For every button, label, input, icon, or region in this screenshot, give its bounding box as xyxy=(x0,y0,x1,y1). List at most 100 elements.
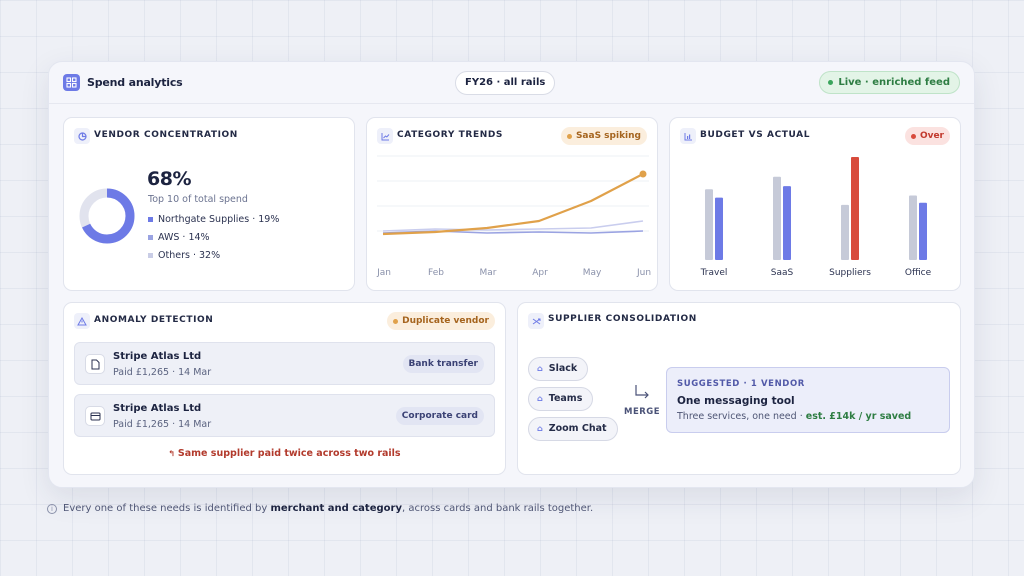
duplicate-warning-text: Same supplier paid twice across two rail… xyxy=(177,448,401,459)
legend-swatch xyxy=(148,253,153,258)
bar xyxy=(705,189,713,260)
x-tick-label: May xyxy=(582,268,602,278)
footnote-prefix: Every one of these needs is identified b… xyxy=(63,503,271,514)
duplicate-warning: ↰ Same supplier paid twice across two ra… xyxy=(64,448,505,459)
line-chart-icon xyxy=(377,128,393,144)
x-tick-label: SaaS xyxy=(770,268,794,278)
legend-swatch xyxy=(148,235,153,240)
category-trends-chart xyxy=(377,155,649,236)
live-dot-icon xyxy=(828,80,834,85)
bar xyxy=(715,197,723,260)
series-line xyxy=(382,173,644,236)
legend-item-northgate: Northgate Supplies · 19% xyxy=(148,214,279,225)
footnote-text: Every one of these needs is identified b… xyxy=(63,503,593,514)
lock-icon: ⌂ xyxy=(537,424,543,433)
service-pill-slack[interactable]: ⌂ Slack xyxy=(528,357,589,381)
bar xyxy=(851,157,859,260)
footnote: i Every one of these needs is identified… xyxy=(47,503,593,514)
suggestion-kicker: SUGGESTED · 1 VENDOR xyxy=(677,379,805,389)
transaction-detail: Paid £1,265 · 14 Mar xyxy=(113,419,212,430)
duplicate-vendor-tag: Duplicate vendor xyxy=(387,312,495,330)
duplicate-vendor-label: Duplicate vendor xyxy=(402,316,489,326)
x-tick-label: Mar xyxy=(479,268,497,278)
donut-value-arc xyxy=(79,188,135,244)
legend-swatch xyxy=(148,217,153,222)
live-status-badge: Live · enriched feed xyxy=(819,71,960,94)
transaction-detail: Paid £1,265 · 14 Mar xyxy=(113,367,212,378)
warning-icon xyxy=(74,313,90,329)
tag-dot-icon xyxy=(393,318,399,324)
over-budget-label: Over xyxy=(919,131,944,141)
transaction-vendor: Stripe Atlas Ltd xyxy=(113,351,202,362)
bar xyxy=(773,176,781,260)
over-budget-tag: Over xyxy=(904,127,950,145)
live-status-label: Live · enriched feed xyxy=(838,77,950,88)
legend-label: Others · 32% xyxy=(158,250,221,261)
transaction-vendor: Stripe Atlas Ltd xyxy=(113,403,202,414)
legend-item-aws: AWS · 14% xyxy=(148,232,210,243)
concentration-percent: 68% xyxy=(147,168,191,190)
bar xyxy=(841,204,849,260)
document-icon xyxy=(85,354,105,374)
duplicate-warning-icon: ↰ xyxy=(168,449,178,458)
tag-dot-icon xyxy=(910,133,916,139)
suggestion-card[interactable]: SUGGESTED · 1 VENDOR One messaging tool … xyxy=(666,367,950,433)
top-bar: Spend analytics FY26 · all rails Live · … xyxy=(49,62,974,104)
x-tick-label: Jun xyxy=(636,268,652,278)
bar-chart-icon xyxy=(680,128,696,144)
x-tick-label: Feb xyxy=(428,268,444,278)
transaction-row[interactable]: Stripe Atlas Ltd Paid £1,265 · 14 Mar Ba… xyxy=(74,342,495,385)
anomaly-detection-title: ANOMALY DETECTION xyxy=(94,315,214,325)
supplier-consolidation-card: SUPPLIER CONSOLIDATION ⌂ Slack ⌂ Teams ⌂… xyxy=(517,302,961,475)
anomaly-detection-card: ANOMALY DETECTION Duplicate vendor Strip… xyxy=(63,302,506,475)
x-tick-label: Travel xyxy=(700,268,728,278)
vendor-concentration-card: VENDOR CONCENTRATION 68% Top 10 of total… xyxy=(63,117,355,291)
bar xyxy=(783,186,791,260)
saas-spiking-tag: SaaS spiking xyxy=(560,127,647,145)
legend-label: AWS · 14% xyxy=(158,232,210,243)
tag-dot-icon xyxy=(566,133,572,139)
footnote-bold: merchant and category xyxy=(270,503,402,514)
saas-spiking-label: SaaS spiking xyxy=(575,131,641,141)
lock-icon: ⌂ xyxy=(537,394,543,403)
budget-vs-actual-card: BUDGET VS ACTUAL Over Travel SaaS Supplier… xyxy=(669,117,961,291)
service-label: Slack xyxy=(548,363,578,374)
analytics-icon xyxy=(63,74,80,91)
budget-vs-actual-title: BUDGET VS ACTUAL xyxy=(700,130,811,140)
app-title: Spend analytics xyxy=(87,76,183,89)
card-icon xyxy=(85,406,105,426)
legend-label: Northgate Supplies · 19% xyxy=(158,214,280,225)
merge-arrow-icon xyxy=(635,385,649,399)
info-icon: i xyxy=(47,503,57,514)
footnote-suffix: , across cards and bank rails together. xyxy=(401,503,594,514)
category-trends-card: CATEGORY TRENDS SaaS spiking Jan Feb Mar Ap… xyxy=(366,117,658,291)
suggestion-title: One messaging tool xyxy=(677,395,795,407)
category-trends-title: CATEGORY TRENDS xyxy=(397,130,503,140)
shuffle-icon xyxy=(528,313,544,329)
transaction-row[interactable]: Stripe Atlas Ltd Paid £1,265 · 14 Mar Co… xyxy=(74,394,495,437)
concentration-subtitle: Top 10 of total spend xyxy=(148,194,248,205)
supplier-consolidation-title: SUPPLIER CONSOLIDATION xyxy=(548,314,697,324)
service-label: Zoom Chat xyxy=(548,423,607,434)
dashboard-panel: Spend analytics FY26 · all rails Live · … xyxy=(48,61,975,488)
lock-icon: ⌂ xyxy=(537,364,543,373)
bar xyxy=(919,202,927,260)
concentration-donut xyxy=(79,188,135,244)
bar xyxy=(909,195,917,260)
pie-chart-icon xyxy=(74,128,90,144)
service-label: Teams xyxy=(548,393,583,404)
suggestion-desc-text: Three services, one need · xyxy=(677,411,806,422)
service-pill-teams[interactable]: ⌂ Teams xyxy=(528,387,594,411)
merge-label: MERGE xyxy=(624,407,661,417)
suggestion-description: Three services, one need · est. £14k / y… xyxy=(677,411,911,422)
x-tick-label: Suppliers xyxy=(829,268,871,278)
suggestion-saving: est. £14k / yr saved xyxy=(805,411,912,422)
service-pill-zoom-chat[interactable]: ⌂ Zoom Chat xyxy=(528,417,618,441)
budget-bar-chart xyxy=(705,157,927,260)
x-tick-label: Office xyxy=(904,268,932,278)
legend-item-others: Others · 32% xyxy=(148,250,220,261)
series-line xyxy=(382,220,644,232)
x-tick-label: Jan xyxy=(377,268,391,278)
period-selector[interactable]: FY26 · all rails xyxy=(455,71,556,95)
series-end-point xyxy=(639,170,647,178)
